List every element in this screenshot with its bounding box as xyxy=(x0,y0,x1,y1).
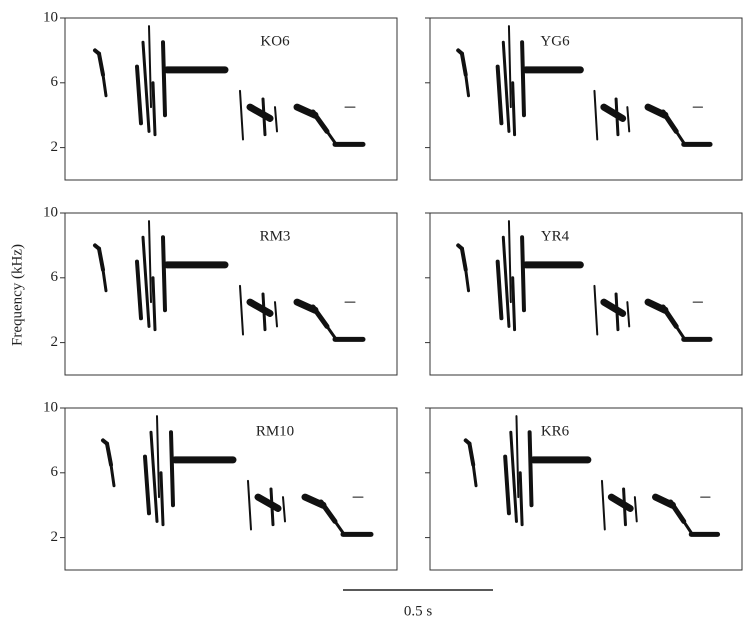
spectrogram-trace xyxy=(522,42,524,115)
spectrogram-trace xyxy=(530,432,532,505)
y-tick-label: 6 xyxy=(51,269,59,285)
spectrogram-trace xyxy=(263,294,265,330)
panel-label: KR6 xyxy=(541,423,570,439)
panel-label: RM10 xyxy=(256,423,294,439)
scale-bar-label: 0.5 s xyxy=(404,603,433,619)
y-tick-label: 2 xyxy=(51,529,59,545)
panel-frame xyxy=(430,408,742,570)
spectrogram-trace xyxy=(163,42,165,115)
spectrogram-trace xyxy=(520,473,522,525)
spectrogram-trace xyxy=(513,83,515,135)
spectrogram-trace xyxy=(616,294,618,330)
y-tick-label: 2 xyxy=(51,334,59,350)
y-tick-label: 10 xyxy=(43,399,58,415)
panel-label: YR4 xyxy=(541,228,570,244)
y-axis-label: Frequency (kHz) xyxy=(9,244,25,346)
spectrogram-trace xyxy=(271,489,273,525)
y-tick-label: 6 xyxy=(51,464,59,480)
panel-frame xyxy=(65,408,397,570)
spectrogram-trace xyxy=(624,489,626,525)
figure: Frequency (kHz) 0.5 s KO6 10 6 2 YG6 RM3 10 6 2 Y… xyxy=(0,0,746,622)
spectrogram-trace xyxy=(163,237,165,310)
panel-frame xyxy=(430,18,742,180)
spectrogram-trace xyxy=(161,473,163,525)
spectrogram-trace xyxy=(153,278,155,330)
y-tick-label: 10 xyxy=(43,9,58,25)
panel-frame xyxy=(65,213,397,375)
y-tick-label: 2 xyxy=(51,139,59,155)
spectrogram-trace xyxy=(513,278,515,330)
y-tick-label: 6 xyxy=(51,74,59,90)
panel-label: YG6 xyxy=(540,33,570,49)
spectrogram-trace xyxy=(263,99,265,135)
panel-frame xyxy=(65,18,397,180)
spectrogram-trace xyxy=(616,99,618,135)
spectrogram-trace xyxy=(171,432,173,505)
spectrogram-trace xyxy=(522,237,524,310)
y-tick-label: 10 xyxy=(43,204,58,220)
spectrogram-trace xyxy=(153,83,155,135)
panel-label: RM3 xyxy=(260,228,291,244)
panel-frame xyxy=(430,213,742,375)
panel-label: KO6 xyxy=(260,33,290,49)
